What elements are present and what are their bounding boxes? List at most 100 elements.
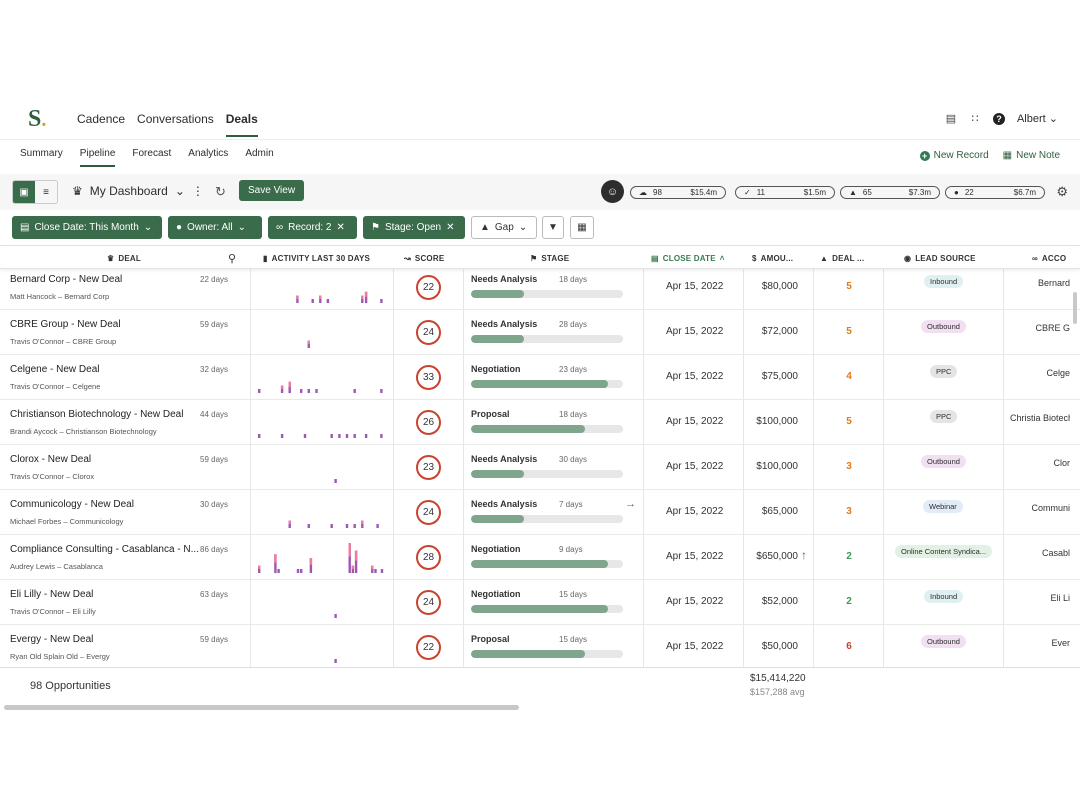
target-icon: ◉: [904, 253, 912, 263]
activity-bar-highlight: [309, 558, 313, 565]
deal-name-link[interactable]: Christianson Biotechnology - New Deal: [10, 409, 184, 420]
list-view-icon[interactable]: ≡: [43, 186, 49, 198]
activity-bar: [330, 434, 333, 438]
user-menu[interactable]: Albert ⌄: [1017, 112, 1058, 125]
tab-analytics[interactable]: Analytics: [188, 148, 229, 159]
calendar-icon: ▤: [651, 253, 659, 263]
column-header-close-date[interactable]: ▤ Close Date ˄: [651, 246, 725, 270]
table-row[interactable]: Celgene - New Deal Travis O'Connor – Celg…: [0, 355, 1080, 400]
deal-days: 86 days: [200, 545, 229, 554]
table-row[interactable]: Eli Lilly - New Deal Travis O'Connor – El…: [0, 580, 1080, 625]
deal-name-link[interactable]: Evergy - New Deal: [10, 634, 94, 645]
nav-conversations[interactable]: Conversations: [137, 112, 214, 126]
lead-source-tag: Outbound: [921, 455, 966, 468]
activity-sparkline: [258, 434, 383, 438]
column-header-deal[interactable]: ♛ Deal: [107, 246, 141, 270]
refresh-icon[interactable]: ↻: [215, 184, 226, 199]
close-icon[interactable]: ✕: [446, 222, 455, 233]
nav-deals[interactable]: Deals: [225, 112, 258, 137]
deal-name-link[interactable]: CBRE Group - New Deal: [10, 319, 121, 330]
deal-name-link[interactable]: Eli Lilly - New Deal: [10, 589, 94, 600]
column-header-account[interactable]: ∞ Acco: [1032, 246, 1066, 270]
tab-admin[interactable]: Admin: [245, 148, 274, 159]
apps-grid-icon[interactable]: ∷: [971, 113, 979, 125]
summary-pill-warning[interactable]: ▲ 65 $7.3m: [840, 186, 940, 199]
account-name[interactable]: Ever: [1051, 638, 1070, 648]
more-options-icon[interactable]: ⋮: [191, 184, 204, 198]
tab-summary[interactable]: Summary: [20, 148, 63, 159]
assistant-icon[interactable]: ☺: [601, 180, 624, 203]
summary-pill-healthy[interactable]: ✓ 11 $1.5m: [735, 186, 835, 199]
table-row[interactable]: Communicology - New Deal Michael Forbes –…: [0, 490, 1080, 535]
activity-bar-highlight: [288, 381, 291, 387]
table-row[interactable]: Bernard Corp - New Deal Matt Hancock – Be…: [0, 265, 1080, 310]
close-date: Apr 15, 2022: [666, 461, 724, 472]
app-logo[interactable]: S.: [28, 106, 47, 132]
table-row[interactable]: Compliance Consulting - Casablanca - N..…: [0, 535, 1080, 580]
lead-source-tag: PPC: [930, 365, 958, 378]
column-header-amount[interactable]: $ Amou...: [752, 246, 793, 270]
nav-cadence[interactable]: Cadence: [77, 112, 126, 126]
account-name[interactable]: Clor: [1053, 458, 1070, 468]
stage-progress-fill: [471, 380, 608, 388]
dashboard-selector[interactable]: ♛ My Dashboard ⌄ ⋮: [72, 184, 204, 198]
deal-name-link[interactable]: Compliance Consulting - Casablanca - N..…: [10, 544, 199, 555]
column-label: Stage: [541, 253, 570, 263]
filter-gap[interactable]: ▲ Gap ⌄: [471, 216, 537, 239]
deal-name-link[interactable]: Celgene - New Deal: [10, 364, 100, 375]
column-header-score[interactable]: ↝ Score: [404, 246, 444, 270]
gear-icon[interactable]: ⚙: [1056, 184, 1068, 199]
save-view-button[interactable]: Save View: [239, 180, 305, 201]
account-name[interactable]: Eli Li: [1050, 593, 1070, 603]
board-view-icon[interactable]: ▣: [13, 181, 35, 203]
new-note-button[interactable]: ▦ New Note: [1003, 150, 1060, 161]
table-row[interactable]: Evergy - New Deal Ryan Old Splain Old – E…: [0, 625, 1080, 670]
tab-pipeline[interactable]: Pipeline: [79, 148, 116, 167]
column-header-stage[interactable]: ⚑ Stage: [530, 246, 569, 270]
filter-owner[interactable]: ● Owner: All ⌄: [168, 216, 262, 239]
account-name[interactable]: Communi: [1031, 503, 1070, 513]
stage-name: Needs Analysis: [471, 499, 538, 509]
account-name[interactable]: CBRE G: [1035, 323, 1070, 333]
help-icon[interactable]: ?: [992, 112, 1005, 125]
vertical-scrollbar[interactable]: [1073, 292, 1077, 324]
stage-name: Negotiation: [471, 544, 521, 554]
activity-bar: [277, 569, 280, 573]
filter-record[interactable]: ∞ Record: 2 ✕: [268, 216, 357, 239]
account-name[interactable]: Christia Biotechn: [1010, 413, 1070, 423]
account-name[interactable]: Bernard: [1037, 278, 1070, 288]
activity-bar: [361, 520, 364, 528]
table-row[interactable]: Christianson Biotechnology - New Deal Bra…: [0, 400, 1080, 445]
columns-button[interactable]: ▦: [570, 216, 594, 239]
new-record-button[interactable]: + New Record: [919, 150, 989, 161]
deal-name-link[interactable]: Bernard Corp - New Deal: [10, 274, 123, 285]
activity-bar: [334, 614, 337, 618]
activity-bar: [345, 524, 349, 528]
score-badge: 22: [416, 275, 441, 300]
horizontal-scrollbar[interactable]: [4, 705, 519, 710]
stage-days: 15 days: [559, 635, 588, 644]
table-row[interactable]: CBRE Group - New Deal Travis O'Connor – C…: [0, 310, 1080, 355]
chat-icon[interactable]: ▤: [945, 113, 957, 125]
activity-bar: [300, 569, 303, 573]
score-badge: 24: [416, 500, 441, 525]
deal-name-link[interactable]: Clorox - New Deal: [10, 454, 92, 465]
tab-forecast[interactable]: Forecast: [132, 148, 172, 159]
summary-pill-all[interactable]: ☁ 98 $15.4m: [630, 186, 726, 199]
table-row[interactable]: Clorox - New Deal Travis O'Connor – Cloro…: [0, 445, 1080, 490]
close-icon[interactable]: ✕: [336, 222, 345, 233]
deal-name-link[interactable]: Communicology - New Deal: [10, 499, 134, 510]
search-icon[interactable]: ⚲: [228, 252, 237, 265]
column-header-activity[interactable]: ▮ Activity Last 30 Days: [263, 246, 370, 270]
stage-name: Proposal: [471, 409, 510, 419]
summary-pill-alert[interactable]: ● 22 $6.7m: [945, 186, 1045, 199]
filter-close-date[interactable]: ▤ Close Date: This Month ⌄: [12, 216, 162, 239]
filter-stage[interactable]: ⚑ Stage: Open ✕: [363, 216, 465, 239]
filter-button[interactable]: ▼: [542, 216, 564, 239]
column-header-lead-source[interactable]: ◉ Lead Source: [904, 246, 976, 270]
pill-amount: $7.3m: [908, 188, 931, 197]
activity-bar-highlight: [364, 291, 368, 297]
account-name[interactable]: Casabl: [1041, 548, 1070, 558]
account-name[interactable]: Celge: [1046, 368, 1070, 378]
column-header-deal-age[interactable]: ▲ Deal ...: [820, 246, 864, 270]
